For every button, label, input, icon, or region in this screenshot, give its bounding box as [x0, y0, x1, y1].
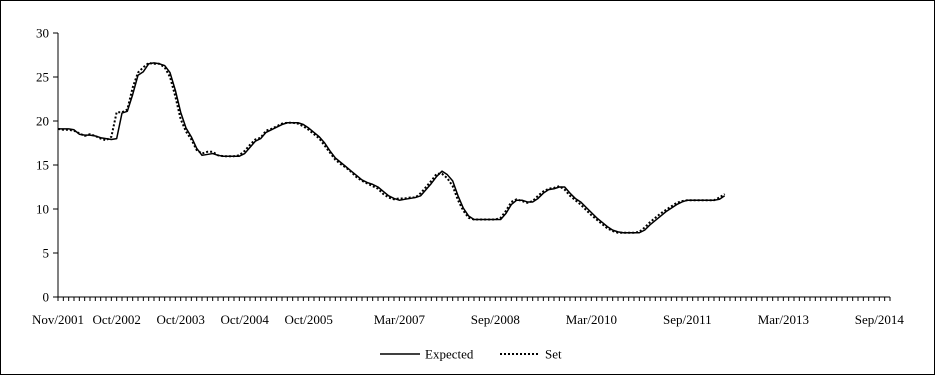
y-tick-label: 20	[36, 114, 49, 129]
x-tick-label: Oct/2002	[92, 312, 140, 327]
series-layer	[57, 61, 726, 234]
legend-label-set: Set	[545, 347, 562, 362]
y-tick-label: 30	[36, 26, 49, 41]
series-line-expected	[58, 62, 726, 234]
y-tick-label: 0	[43, 290, 50, 305]
x-tick-label: Sep/2014	[855, 312, 905, 327]
x-tick-label: Mar/2010	[566, 312, 617, 327]
chart-axes: 0 5 10 15 20 25 30 Nov/2001 Oct/2002 Oct/2003 Oct/…	[32, 26, 904, 328]
legend-label-expected: Expected	[425, 347, 474, 362]
legend: Expected Set	[380, 347, 562, 362]
x-tick-label: Sep/2008	[471, 312, 520, 327]
x-tick-label: Oct/2004	[220, 312, 269, 327]
x-tick-label: Mar/2013	[758, 312, 809, 327]
x-tick-label: Oct/2003	[156, 312, 204, 327]
y-tick-label: 15	[36, 158, 49, 173]
series-line-set	[57, 61, 726, 234]
x-tick-label: Mar/2007	[374, 312, 426, 327]
x-tick-label: Nov/2001	[32, 312, 84, 327]
y-tick-label: 10	[36, 202, 49, 217]
x-tick-label: Sep/2011	[663, 312, 712, 327]
y-tick-label: 25	[36, 70, 49, 85]
y-tick-label: 5	[43, 246, 50, 261]
x-tick-label: Oct/2005	[284, 312, 332, 327]
